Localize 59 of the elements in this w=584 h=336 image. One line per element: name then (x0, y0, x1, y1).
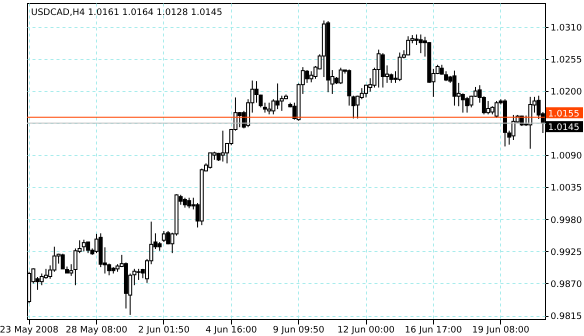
candlestick (528, 96, 532, 150)
candlestick (187, 197, 192, 209)
text: USDCAD,H4 1.0161 1.0164 1.0128 1.0145 (31, 8, 222, 18)
x-tick-label: 28 May 08:00 (66, 326, 128, 336)
y-tick-label: 1.0310 (550, 23, 582, 34)
x-tick-label: 2 Jun 01:50 (138, 326, 190, 336)
candlestick (356, 95, 360, 119)
candlestick (162, 230, 166, 243)
candlestick (351, 95, 356, 119)
candlestick (380, 52, 385, 88)
y-tick-label: 0.9870 (550, 280, 582, 290)
y-tick-label: 1.0090 (550, 152, 582, 162)
y-tick-label: 0.9980 (550, 216, 582, 226)
candlestick (376, 49, 381, 88)
candlestick (44, 268, 48, 280)
y-tick-label: 1.0035 (550, 184, 582, 194)
y-tick-label: 0.9815 (550, 312, 582, 322)
candlestick (254, 80, 259, 104)
candlestick (40, 273, 44, 286)
candlestick (338, 67, 343, 85)
x-tick-label: 9 Jun 09:50 (272, 326, 325, 336)
candlestick (418, 34, 423, 54)
y-tick-label: 1.0200 (550, 88, 582, 98)
candlestick (494, 100, 499, 118)
candlestick (69, 264, 74, 276)
candlestick (182, 197, 187, 208)
candlestick (267, 102, 272, 115)
x-tick-label: 16 Jun 17:00 (404, 326, 462, 336)
candlestick (406, 36, 410, 56)
candlestick (136, 268, 141, 280)
candlestick (280, 95, 284, 112)
candlestick (60, 253, 65, 270)
candlestick (414, 34, 419, 46)
candlestick (305, 70, 310, 84)
candlestick (276, 82, 280, 110)
candlestick (444, 70, 448, 82)
candlestick (82, 239, 86, 252)
candlestick (486, 100, 490, 115)
x-tick-label: 23 May 2008 (0, 326, 59, 336)
y-tick-label: 0.9925 (550, 248, 582, 258)
candlestick (238, 112, 242, 128)
candlestick (452, 70, 456, 106)
candlestick (220, 130, 225, 162)
ref-line-label: 1.0145 (548, 123, 580, 134)
candlestick (208, 152, 212, 170)
y-tick-label: 1.0255 (550, 55, 582, 66)
x-tick-label: 19 Jun 08:00 (472, 326, 530, 336)
x-tick-label: 4 Jun 16:00 (206, 326, 258, 336)
candlestick (398, 52, 402, 82)
x-tick-label: 12 Jun 00:00 (337, 326, 395, 336)
candlestick (536, 95, 541, 120)
candlestick (465, 96, 470, 114)
candlestick (132, 268, 136, 286)
candlestick (166, 230, 170, 245)
ref-line-label: 1.0155 (548, 109, 580, 120)
candlestick (511, 114, 516, 141)
candlestick (460, 92, 465, 114)
candlestick (389, 73, 394, 84)
candlestick (262, 102, 267, 114)
